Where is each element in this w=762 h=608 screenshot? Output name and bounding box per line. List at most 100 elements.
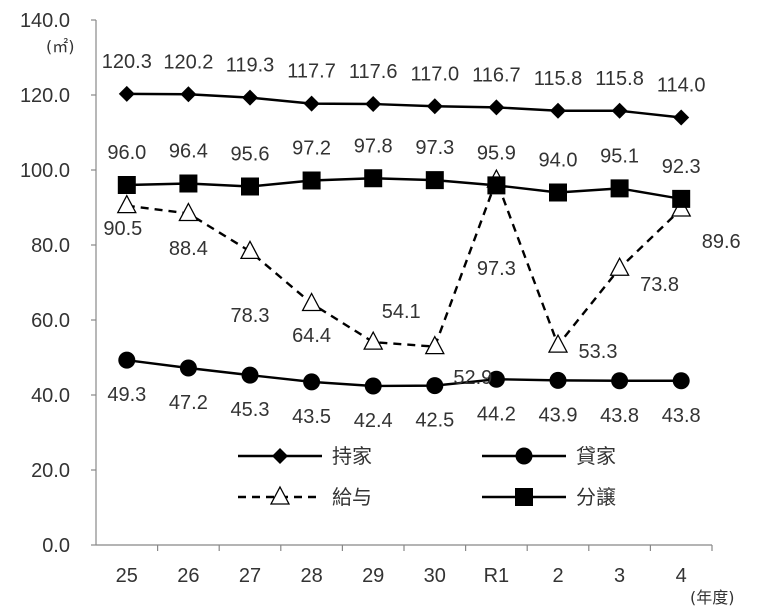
series-line-1 — [126, 358, 682, 388]
data-label-3: 95.1 — [600, 145, 639, 167]
data-label-3: 97.8 — [354, 135, 393, 157]
series-marker-3 — [241, 177, 259, 196]
data-label-1: 43.8 — [662, 405, 701, 427]
data-label-2: 88.4 — [169, 238, 208, 260]
x-tick-label: 3 — [614, 565, 625, 587]
legend-marker-2 — [269, 485, 291, 505]
series-marker-0 — [550, 102, 566, 119]
series-marker-0 — [118, 85, 135, 102]
legend-label-0: 持家 — [332, 444, 372, 468]
data-label-3: 95.9 — [477, 142, 516, 164]
data-label-0: 120.3 — [102, 51, 152, 73]
data-label-2: 78.3 — [231, 305, 270, 327]
data-label-0: 117.6 — [349, 61, 398, 83]
data-label-1: 43.8 — [600, 405, 639, 427]
y-tick-label: 80.0 — [31, 235, 70, 257]
series-marker-1 — [364, 377, 382, 395]
x-tick-label: 30 — [424, 565, 446, 587]
data-labels: 120.3 120.2 119.3 117.7 117.6 117.0 116.7 115.8… — [102, 51, 741, 432]
y-tick-label: 140.0 — [20, 10, 70, 32]
series-marker-2 — [363, 330, 384, 350]
data-label-2: 54.1 — [382, 301, 421, 323]
series-marker-0 — [673, 109, 690, 126]
data-label-1: 47.2 — [169, 392, 208, 414]
series-marker-3 — [672, 189, 691, 208]
series-marker-0 — [180, 86, 197, 103]
series-marker-3 — [179, 174, 198, 193]
series-marker-3 — [549, 183, 567, 202]
series-marker-0 — [242, 89, 258, 106]
legend-marker-1 — [515, 447, 533, 465]
series-marker-1 — [118, 351, 136, 369]
legend-label-3: 分譲 — [576, 485, 616, 509]
data-label-3: 96.0 — [107, 142, 146, 164]
y-tick-label: 40.0 — [31, 385, 70, 407]
series-marker-1 — [303, 373, 321, 391]
x-tick-label: 4 — [676, 565, 687, 587]
data-label-2: 90.5 — [103, 218, 142, 240]
series-marker-3 — [425, 171, 444, 190]
series-markers — [116, 85, 692, 395]
legend-marker-0 — [272, 448, 288, 464]
data-label-3: 97.3 — [415, 137, 454, 159]
data-label-0: 114.0 — [657, 75, 706, 97]
legend-marker-3 — [515, 488, 533, 506]
series-marker-0 — [365, 96, 382, 112]
series-marker-2 — [301, 292, 322, 312]
series-marker-2 — [547, 333, 569, 353]
data-label-0: 115.8 — [595, 68, 644, 90]
data-label-3: 96.4 — [169, 141, 208, 163]
y-tick-label: 20.0 — [31, 460, 70, 482]
data-label-0: 120.2 — [163, 51, 213, 73]
series-line-2 — [126, 176, 683, 348]
data-label-1: 42.5 — [415, 410, 454, 432]
series-marker-0 — [426, 98, 443, 115]
series-marker-1 — [426, 377, 444, 395]
data-label-0: 116.7 — [472, 64, 521, 86]
data-label-2: 52.9 — [453, 367, 492, 389]
series-marker-1 — [179, 359, 197, 377]
data-label-0: 117.0 — [411, 63, 460, 85]
data-label-1: 45.3 — [231, 399, 270, 421]
x-tick-label: 26 — [177, 565, 199, 587]
series-marker-0 — [303, 95, 320, 112]
y-tick-label: 60.0 — [31, 310, 70, 332]
data-label-3: 92.3 — [662, 156, 701, 178]
series-marker-3 — [610, 179, 629, 198]
x-tick-label: 25 — [116, 565, 138, 587]
series-marker-2 — [116, 194, 137, 214]
data-label-0: 115.8 — [534, 68, 583, 90]
data-label-1: 43.9 — [539, 404, 578, 426]
series-marker-3 — [117, 176, 136, 194]
series-line-3 — [126, 177, 682, 201]
x-tick-label: R1 — [484, 565, 510, 587]
series-marker-3 — [487, 176, 506, 195]
y-axis-unit: (㎡) — [46, 37, 75, 56]
series-marker-1 — [611, 372, 629, 390]
series-marker-1 — [672, 372, 690, 390]
data-label-2: 97.3 — [477, 258, 516, 280]
x-tick-label: 27 — [239, 565, 261, 587]
series-marker-2 — [239, 239, 261, 260]
series-marker-0 — [611, 102, 628, 119]
x-tick-label: 2 — [552, 565, 563, 587]
data-label-3: 97.2 — [292, 138, 331, 160]
y-tick-label: 0.0 — [42, 535, 70, 557]
series-marker-0 — [488, 99, 505, 116]
data-label-2: 64.4 — [292, 325, 331, 347]
data-label-1: 43.5 — [292, 406, 331, 428]
data-label-1: 44.2 — [477, 403, 516, 425]
series-marker-3 — [364, 169, 383, 188]
y-tick-label: 120.0 — [20, 85, 70, 107]
series-marker-3 — [302, 171, 321, 190]
data-label-0: 117.7 — [287, 61, 336, 83]
series-marker-1 — [549, 371, 567, 389]
legend-label-1: 貸家 — [576, 444, 616, 468]
series-marker-2 — [424, 335, 445, 355]
x-tick-label: 28 — [300, 565, 322, 587]
series-marker-1 — [241, 366, 259, 384]
data-label-3: 95.6 — [231, 144, 270, 166]
